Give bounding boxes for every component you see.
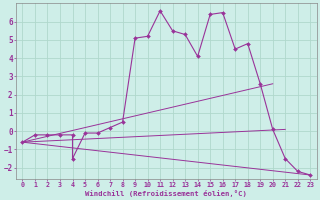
X-axis label: Windchill (Refroidissement éolien,°C): Windchill (Refroidissement éolien,°C) — [85, 190, 247, 197]
